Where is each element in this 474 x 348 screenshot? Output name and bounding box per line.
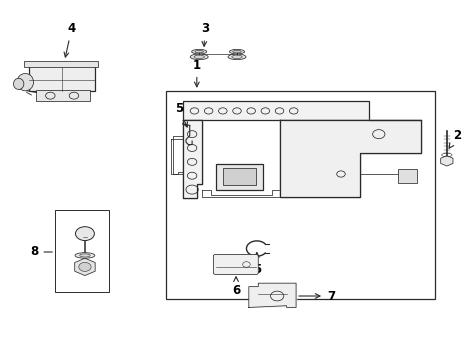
Bar	[216, 164, 263, 190]
Bar	[182, 101, 369, 120]
Ellipse shape	[75, 253, 95, 258]
Polygon shape	[249, 283, 296, 307]
Ellipse shape	[191, 49, 207, 54]
Text: 5: 5	[175, 102, 187, 127]
Circle shape	[79, 262, 91, 271]
Text: 8: 8	[30, 245, 52, 259]
FancyBboxPatch shape	[213, 254, 258, 275]
Text: 5: 5	[253, 253, 261, 276]
Text: 6: 6	[232, 277, 240, 297]
Ellipse shape	[233, 50, 241, 53]
Ellipse shape	[232, 55, 242, 58]
Polygon shape	[182, 120, 201, 198]
Ellipse shape	[195, 50, 203, 53]
Text: 7: 7	[299, 290, 335, 302]
Text: 1: 1	[193, 59, 201, 87]
Bar	[24, 61, 98, 67]
Ellipse shape	[17, 73, 34, 91]
Ellipse shape	[228, 54, 246, 60]
Circle shape	[75, 227, 94, 240]
Bar	[36, 90, 91, 101]
Bar	[166, 91, 436, 299]
Ellipse shape	[194, 55, 204, 58]
Text: 2: 2	[449, 129, 462, 148]
Text: 4: 4	[64, 22, 76, 57]
Bar	[55, 211, 109, 292]
Bar	[223, 168, 256, 185]
Polygon shape	[280, 120, 421, 197]
Ellipse shape	[80, 254, 90, 257]
Ellipse shape	[229, 49, 245, 54]
Bar	[29, 65, 95, 91]
Bar	[398, 169, 417, 183]
Text: 3: 3	[201, 22, 209, 46]
Ellipse shape	[190, 54, 208, 60]
Ellipse shape	[13, 78, 24, 89]
